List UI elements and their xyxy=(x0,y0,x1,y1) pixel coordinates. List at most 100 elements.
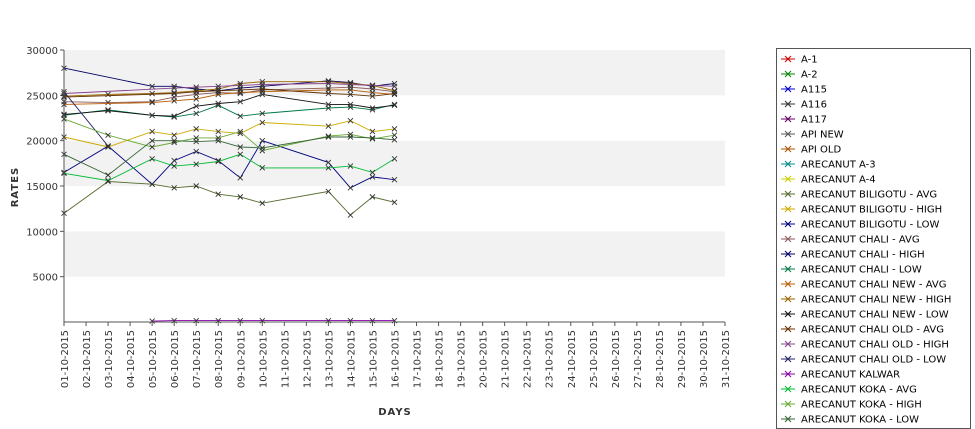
data-point xyxy=(259,200,266,207)
data-point xyxy=(391,155,398,162)
legend-swatch-marker xyxy=(784,325,792,333)
legend-item: ARECANUT KOKA - LOW xyxy=(781,415,919,426)
data-point xyxy=(149,83,155,90)
data-point xyxy=(105,144,111,150)
data-point xyxy=(215,83,222,90)
data-point xyxy=(237,175,244,181)
legend-swatch-marker xyxy=(784,280,792,288)
y-axis-label: RATES xyxy=(10,167,21,208)
data-point xyxy=(347,117,354,124)
data-point xyxy=(259,137,266,144)
data-point xyxy=(171,113,177,120)
legend-swatch-marker xyxy=(784,205,792,213)
legend-label: ARECANUT CHALI - AVG xyxy=(801,235,920,246)
data-point xyxy=(237,194,244,200)
legend-label: A116 xyxy=(801,100,827,111)
data-point xyxy=(215,100,222,107)
series-line xyxy=(63,153,395,182)
legend-item: A116 xyxy=(781,100,827,111)
data-point xyxy=(215,157,222,164)
data-point xyxy=(347,80,354,87)
x-tick-label: 05-10-2015 xyxy=(148,330,159,388)
legend-swatch-marker xyxy=(784,310,792,318)
legend-item: A117 xyxy=(781,115,827,126)
data-point xyxy=(369,169,376,176)
legend-label: ARECANUT KOKA - LOW xyxy=(801,415,919,426)
series-line xyxy=(63,118,395,152)
series xyxy=(61,87,398,108)
x-tick-label: 10-10-2015 xyxy=(258,330,269,388)
y-tick-label: 30000 xyxy=(26,46,58,57)
legend-label: ARECANUT BILIGOTU - LOW xyxy=(801,220,939,231)
data-point xyxy=(171,97,177,104)
series xyxy=(61,91,398,120)
legend-label: ARECANUT CHALI NEW - AVG xyxy=(801,280,947,291)
data-point xyxy=(325,165,332,171)
data-point xyxy=(193,103,200,110)
plot-background xyxy=(64,50,725,322)
x-tick-label: 13-10-2015 xyxy=(324,330,335,388)
data-point xyxy=(105,177,111,184)
legend: A-1 A-2 A115 A116 A117 API NEW API OLD ARECANUT… xyxy=(776,48,971,429)
data-point xyxy=(149,128,155,135)
x-tick-label: 18-10-2015 xyxy=(435,330,446,388)
legend-label: ARECANUT KALWAR xyxy=(801,370,900,381)
legend-swatch-marker xyxy=(784,355,792,363)
x-tick-label: 29-10-2015 xyxy=(677,330,688,388)
legend-item: A115 xyxy=(781,85,827,96)
x-tick-label: 26-10-2015 xyxy=(611,330,622,388)
data-point xyxy=(347,163,354,169)
data-point xyxy=(369,105,376,111)
legend-item: ARECANUT CHALI - HIGH xyxy=(781,250,925,261)
data-point xyxy=(347,91,354,98)
legend-item: ARECANUT KOKA - AVG xyxy=(781,385,917,396)
legend-item: ARECANUT A-4 xyxy=(781,175,876,186)
data-point xyxy=(347,101,354,108)
data-point xyxy=(259,165,266,171)
series-line xyxy=(63,88,395,98)
data-point xyxy=(237,144,244,150)
data-point xyxy=(391,176,398,183)
legend-label: A117 xyxy=(801,115,827,126)
data-point xyxy=(347,87,354,93)
legend-item: ARECANUT CHALI - LOW xyxy=(781,265,922,276)
data-point xyxy=(105,172,111,178)
data-point xyxy=(193,84,200,90)
series-line xyxy=(63,93,395,117)
data-point xyxy=(193,148,200,155)
data-point xyxy=(149,318,155,324)
x-axis-ticks: 01-10-2015 02-10-2015 03-10-2015 04-10-2015… xyxy=(60,322,732,388)
data-point xyxy=(149,90,155,97)
x-tick-label: 21-10-2015 xyxy=(501,330,512,388)
legend-swatch-marker xyxy=(784,190,792,198)
data-point xyxy=(149,98,155,105)
legend-items: A-1 A-2 A115 A116 A117 API NEW API OLD ARECANUT… xyxy=(781,55,951,426)
data-point xyxy=(149,181,155,188)
series xyxy=(61,151,398,184)
data-point xyxy=(215,191,222,197)
legend-label: ARECANUT CHALI OLD - LOW xyxy=(801,355,946,366)
data-point xyxy=(105,132,111,139)
data-point xyxy=(193,96,200,102)
x-tick-label: 09-10-2015 xyxy=(236,330,247,388)
x-tick-label: 16-10-2015 xyxy=(391,330,402,388)
data-point xyxy=(259,91,266,98)
data-point xyxy=(259,110,266,117)
data-point xyxy=(215,128,222,135)
data-point xyxy=(171,85,177,91)
data-point xyxy=(149,137,155,144)
legend-label: ARECANUT CHALI NEW - HIGH xyxy=(801,295,951,306)
x-tick-label: 30-10-2015 xyxy=(699,330,710,388)
legend-label: ARECANUT A-3 xyxy=(801,160,876,171)
data-point xyxy=(171,90,177,97)
series xyxy=(61,134,398,178)
data-point xyxy=(105,143,111,149)
legend-label: ARECANUT KOKA - AVG xyxy=(801,385,917,396)
x-tick-label: 23-10-2015 xyxy=(545,330,556,388)
data-point xyxy=(347,81,354,88)
data-point xyxy=(237,151,244,158)
legend-swatch-marker xyxy=(784,250,792,258)
x-tick-label: 08-10-2015 xyxy=(214,330,225,388)
data-point xyxy=(171,157,177,164)
legend-swatch-marker xyxy=(784,265,792,273)
